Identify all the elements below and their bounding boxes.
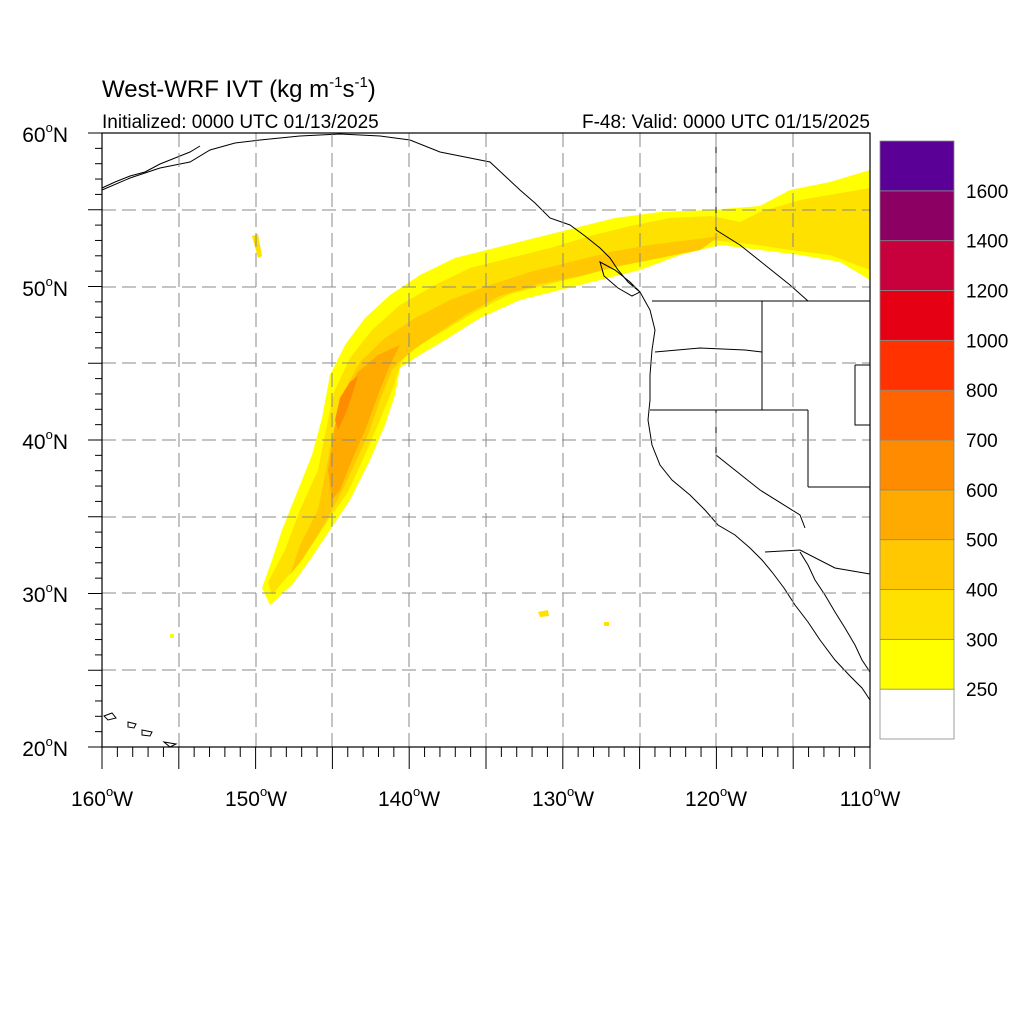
gulf-of-california-coast bbox=[799, 551, 871, 673]
colorbar-level-label: 1600 bbox=[966, 182, 1008, 203]
ivt-atmospheric-river bbox=[170, 170, 870, 638]
bc-alberta-border bbox=[715, 229, 809, 302]
hawaii-islands bbox=[103, 712, 178, 748]
ivt-contour-600 bbox=[335, 376, 358, 430]
map-area bbox=[88, 132, 871, 769]
colorbar-level-label: 800 bbox=[966, 381, 998, 402]
colorbar-swatch bbox=[879, 389, 955, 441]
colorbar-level-label: 1400 bbox=[966, 232, 1008, 253]
graticule bbox=[102, 133, 870, 747]
vancouver-island bbox=[599, 261, 641, 297]
colorbar-level-label: 400 bbox=[966, 581, 998, 602]
colorbar-swatch bbox=[879, 489, 955, 541]
lon-label-160: 160oW bbox=[71, 784, 133, 811]
colorbar-swatch bbox=[879, 240, 955, 291]
init-time-label: Initialized: 0000 UTC 01/13/2025 bbox=[102, 112, 379, 133]
ivt-contour-250-blob bbox=[604, 622, 609, 626]
colorbar-swatch bbox=[879, 638, 955, 690]
us-mexico-border bbox=[764, 549, 871, 575]
colorbar-level-label: 1000 bbox=[966, 331, 1008, 352]
id-wy-border bbox=[854, 364, 870, 426]
colorbar-swatch bbox=[879, 290, 955, 341]
lon-label-140: 140oW bbox=[378, 784, 440, 811]
alaska-peninsula-coast bbox=[101, 145, 201, 189]
us-west-coastline bbox=[639, 291, 871, 701]
colorbar-swatch bbox=[879, 439, 955, 491]
ivt-contour-500 bbox=[328, 345, 400, 500]
ivt-contour-250-blob bbox=[252, 234, 262, 258]
ivt-contour-250-blob bbox=[170, 634, 174, 638]
latitude-labels: 60oN 50oN 40oN 30oN 20oN bbox=[22, 120, 68, 761]
colorbar-level-label: 700 bbox=[966, 431, 998, 452]
lon-label-150: 150oW bbox=[225, 784, 287, 811]
ivt-colorbar: 250 300 400 500 600 700 800 1000 1200 1400 1600 bbox=[879, 140, 1008, 740]
political-borders bbox=[650, 133, 871, 575]
alaska-coastline bbox=[101, 133, 641, 293]
lat-label-50: 50oN bbox=[22, 274, 68, 301]
longitude-labels: 160oW 150oW 140oW 130oW 120oW 110oW bbox=[71, 784, 901, 811]
coastlines bbox=[101, 133, 871, 748]
lat-label-20: 20oN bbox=[22, 734, 68, 761]
colorbar-level-label: 250 bbox=[966, 680, 998, 701]
lat-label-60: 60oN bbox=[22, 120, 68, 147]
colorbar-level-label: 1200 bbox=[966, 282, 1008, 303]
wa-or-border bbox=[654, 347, 763, 353]
colorbar-swatch bbox=[879, 339, 955, 391]
valid-time-label: F-48: Valid: 0000 UTC 01/15/2025 bbox=[582, 112, 870, 133]
colorbar-swatch bbox=[879, 688, 955, 740]
lat-label-40: 40oN bbox=[22, 427, 68, 454]
colorbar-level-label: 500 bbox=[966, 531, 998, 552]
colorbar-swatch bbox=[879, 140, 955, 192]
lat-label-30: 30oN bbox=[22, 580, 68, 607]
lon-label-130: 130oW bbox=[532, 784, 594, 811]
colorbar-swatch bbox=[879, 589, 955, 640]
map-title: West-WRF IVT (kg m-1s-1) bbox=[102, 74, 376, 103]
colorbar-level-label: 600 bbox=[966, 481, 998, 502]
colorbar-level-label: 300 bbox=[966, 630, 998, 651]
ivt-contour-250-blob bbox=[538, 610, 549, 617]
colorbar-swatch bbox=[879, 539, 955, 590]
axis-ticks bbox=[88, 132, 871, 769]
ivt-contour-400 bbox=[290, 236, 720, 575]
lon-label-110: 110oW bbox=[840, 784, 901, 811]
lon-label-120: 120oW bbox=[685, 784, 747, 811]
colorbar-swatch bbox=[879, 190, 955, 242]
